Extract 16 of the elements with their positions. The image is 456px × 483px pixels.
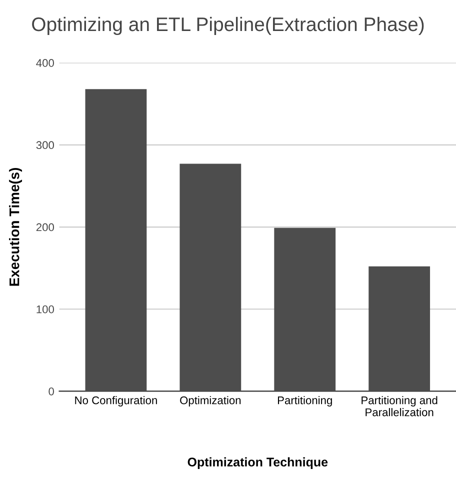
- y-tick-label: 300: [36, 141, 54, 150]
- chart-title: Optimizing an ETL Pipeline(Extraction Phase): [32, 16, 424, 36]
- y-tick-label: 400: [36, 59, 54, 67]
- y-tick-label: 0: [48, 387, 54, 396]
- bar: [274, 228, 336, 392]
- x-tick-label: No Configuration: [75, 396, 157, 406]
- x-axis-title: Optimization Technique: [188, 457, 328, 469]
- y-axis-title: Execution Time(s): [9, 168, 22, 286]
- y-tick-label: 200: [36, 223, 54, 232]
- x-tick-label: Partitioning and Parallelization: [362, 396, 438, 416]
- x-tick-label: Partitioning: [278, 396, 332, 406]
- bar: [180, 164, 242, 392]
- bar: [368, 266, 430, 392]
- x-tick-label: Optimization: [180, 396, 241, 406]
- y-tick-label: 100: [36, 305, 54, 314]
- bar: [85, 89, 147, 392]
